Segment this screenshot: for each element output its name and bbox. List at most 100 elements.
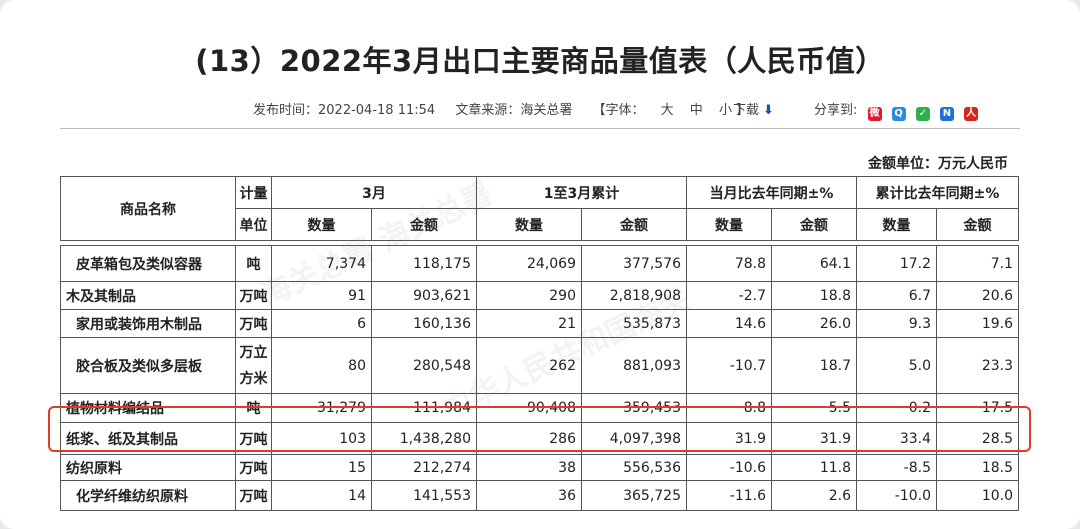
table-row: 化学纤维纺织原料 万吨 14 141,553 36 365,725 -11.6 … <box>60 480 1019 511</box>
highlight-box <box>48 406 1031 452</box>
row-name: 化学纤维纺织原料 <box>60 480 236 511</box>
cell-month-yoy-amt: 11.8 <box>771 454 857 481</box>
qzone-icon[interactable]: Q <box>891 107 906 121</box>
col-header-ytd-yoy: 累计比去年同期±% <box>856 176 1020 209</box>
cell-amt: 1,438,280 <box>371 422 477 455</box>
cell-ytd-amt: 377,576 <box>581 245 687 282</box>
cell-ytd-amt: 2,818,908 <box>581 281 687 310</box>
row-unit: 万立 方米 <box>235 337 272 394</box>
cell-qty: 7,374 <box>271 245 372 282</box>
cell-month-yoy-amt: 5.5 <box>771 393 857 423</box>
row-name: 胶合板及类似多层板 <box>60 337 236 394</box>
cell-qty: 91 <box>271 281 372 310</box>
cell-month-yoy-amt: 26.0 <box>771 309 857 338</box>
cell-month-yoy-qty: 31.9 <box>686 422 772 455</box>
page-title: (13）2022年3月出口主要商品量值表（人民币值） <box>195 44 885 78</box>
cell-ytd-yoy-qty: -10.0 <box>856 480 937 511</box>
row-unit-line2: 方米 <box>239 370 268 387</box>
cell-qty: 14 <box>271 480 372 511</box>
col-header-unit-top: 计量 <box>235 176 272 209</box>
table-row: 木及其制品 万吨 91 903,621 290 2,818,908 -2.7 1… <box>60 281 1019 310</box>
col-header-qty: 数量 <box>686 208 773 241</box>
cell-qty: 80 <box>271 337 372 394</box>
cell-amt: 141,553 <box>371 480 477 511</box>
col-header-qty: 数量 <box>271 208 372 241</box>
weibo-icon[interactable]: 微 <box>867 107 882 121</box>
share-label: 分享到: <box>814 103 858 118</box>
font-size-close: 】 <box>736 103 750 118</box>
row-name: 木及其制品 <box>60 281 236 310</box>
cell-month-yoy-qty: 8.8 <box>686 393 772 423</box>
font-size-label: 【字体： <box>592 103 645 118</box>
source-label: 文章来源： <box>455 103 521 118</box>
cell-month-yoy-qty: -11.6 <box>686 480 772 511</box>
cell-month-yoy-amt: 18.7 <box>771 337 857 394</box>
download-arrow-icon: ⬇ <box>763 103 774 118</box>
cell-amt: 212,274 <box>371 454 477 481</box>
cell-ytd-yoy-qty: -8.5 <box>856 454 937 481</box>
cell-qty: 31,279 <box>271 393 372 423</box>
col-header-amt: 金额 <box>936 208 1020 241</box>
wechat-icon[interactable]: ✓ <box>915 107 930 121</box>
cell-ytd-amt: 4,097,398 <box>581 422 687 455</box>
renren-icon[interactable]: N <box>939 107 954 121</box>
cell-ytd-yoy-amt: 19.6 <box>936 309 1019 338</box>
cell-ytd-yoy-qty: 5.0 <box>856 337 937 394</box>
cell-qty: 6 <box>271 309 372 338</box>
table-row: 皮革箱包及类似容器 吨 7,374 118,175 24,069 377,576… <box>60 245 1019 282</box>
cell-ytd-qty: 290 <box>476 281 582 310</box>
table-row: 植物材料编结品 吨 31,279 111,984 90,408 359,453 … <box>60 393 1019 423</box>
row-unit: 万吨 <box>235 454 272 481</box>
row-unit: 吨 <box>235 245 272 282</box>
row-unit: 万吨 <box>235 281 272 310</box>
cell-month-yoy-qty: -10.7 <box>686 337 772 394</box>
cell-ytd-qty: 24,069 <box>476 245 582 282</box>
cell-ytd-qty: 36 <box>476 480 582 511</box>
col-header-month-yoy: 当月比去年同期±% <box>686 176 858 209</box>
cell-ytd-yoy-qty: 17.2 <box>856 245 937 282</box>
source-value: 海关总署 <box>520 103 573 118</box>
row-unit: 万吨 <box>235 480 272 511</box>
cell-ytd-yoy-amt: 7.1 <box>936 245 1019 282</box>
douban-icon[interactable]: 人 <box>964 107 979 121</box>
cell-ytd-amt: 556,536 <box>581 454 687 481</box>
col-header-march: 3月 <box>271 176 477 209</box>
font-medium-button[interactable]: 中 <box>689 103 703 118</box>
col-header-amt: 金额 <box>371 208 477 241</box>
cell-ytd-yoy-qty: 6.7 <box>856 281 937 310</box>
font-small-button[interactable]: 小 <box>718 103 732 118</box>
cell-ytd-qty: 38 <box>476 454 582 481</box>
row-unit: 吨 <box>235 393 272 423</box>
cell-ytd-yoy-amt: 18.5 <box>936 454 1019 481</box>
cell-amt: 160,136 <box>371 309 477 338</box>
publish-time: 2022-04-18 11:54 <box>318 103 436 118</box>
cell-month-yoy-qty: 14.6 <box>686 309 772 338</box>
table-header: 商品名称 计量 3月 1至3月累计 当月比去年同期±% 累计比去年同期±% 单位… <box>60 176 1020 241</box>
cell-ytd-qty: 262 <box>476 337 582 394</box>
row-unit-line1: 万立 <box>239 344 268 361</box>
cell-month-yoy-qty: 78.8 <box>686 245 772 282</box>
cell-ytd-amt: 365,725 <box>581 480 687 511</box>
col-header-name: 商品名称 <box>60 176 236 241</box>
publish-label: 发布时间： <box>253 103 319 118</box>
cell-ytd-amt: 535,873 <box>581 309 687 338</box>
font-large-button[interactable]: 大 <box>660 103 674 118</box>
download-button[interactable]: 下载 ⬇ <box>733 99 774 118</box>
cell-month-yoy-amt: 18.8 <box>771 281 857 310</box>
col-header-qty: 数量 <box>476 208 582 241</box>
cell-amt: 903,621 <box>371 281 477 310</box>
row-name: 纸浆、纸及其制品 <box>60 422 236 455</box>
table-row: 家用或装饰用木制品 万吨 6 160,136 21 535,873 14.6 2… <box>60 309 1019 338</box>
row-unit: 万吨 <box>235 309 272 338</box>
cell-ytd-yoy-amt: 20.6 <box>936 281 1019 310</box>
table-row: 纺织原料 万吨 15 212,274 38 556,536 -10.6 11.8… <box>60 454 1019 481</box>
amount-unit-note: 金额单位：万元人民币 <box>868 156 1008 172</box>
cell-amt: 111,984 <box>371 393 477 423</box>
table-row: 胶合板及类似多层板 万立 方米 80 280,548 262 881,093 -… <box>60 337 1019 394</box>
cell-ytd-amt: 881,093 <box>581 337 687 394</box>
cell-month-yoy-qty: -2.7 <box>686 281 772 310</box>
cell-ytd-yoy-amt: 17.5 <box>936 393 1019 423</box>
row-name: 皮革箱包及类似容器 <box>60 245 236 282</box>
col-header-amt: 金额 <box>771 208 858 241</box>
